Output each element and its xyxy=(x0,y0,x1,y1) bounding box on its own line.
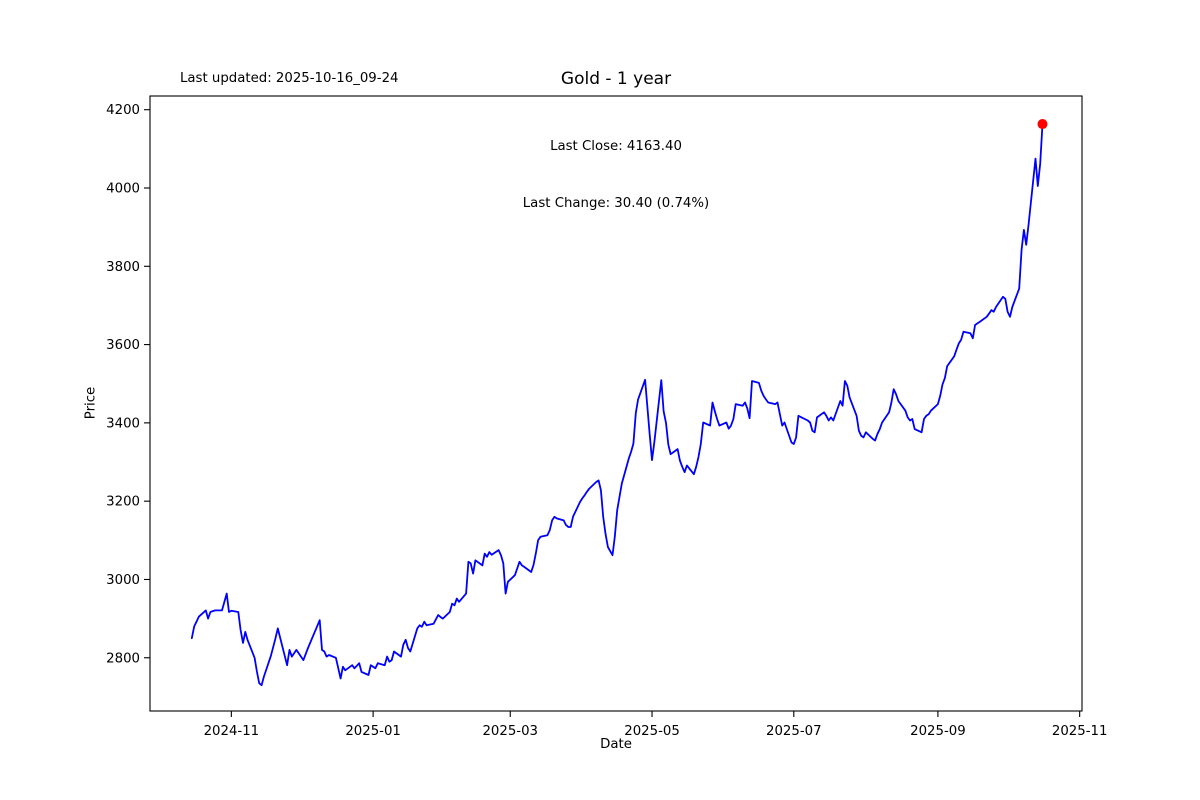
last-price-marker xyxy=(1037,119,1048,130)
y-tick-label: 3600 xyxy=(106,338,140,353)
x-tick-label: 2025-07 xyxy=(766,724,822,739)
last-change-annotation: Last Change: 30.40 (0.74%) xyxy=(522,196,710,211)
price-line xyxy=(190,123,1044,687)
last-close-annotation: Last Close: 4163.40 xyxy=(550,139,682,154)
plot-border xyxy=(149,95,1083,712)
y-tick-label: 3400 xyxy=(106,416,140,431)
y-tick-label: 4000 xyxy=(106,181,140,196)
last-updated-text: Last updated: 2025-10-16_09-24 xyxy=(180,71,399,86)
y-tick-label: 2800 xyxy=(106,651,140,666)
x-tick-label: 2025-11 xyxy=(1052,724,1108,739)
y-tick-label: 4200 xyxy=(106,103,140,118)
y-tick-label: 3000 xyxy=(106,573,140,588)
annotation-block: Last Close: 4163.40 Last Change: 30.40 (… xyxy=(150,99,1082,251)
x-tick-label: 2025-09 xyxy=(910,724,966,739)
x-tick-label: 2024-11 xyxy=(204,724,260,739)
x-tick-label: 2025-05 xyxy=(624,724,680,739)
y-axis-label: Price xyxy=(83,386,99,420)
x-tick-label: 2025-03 xyxy=(482,724,538,739)
chart-title: Gold - 1 year xyxy=(560,69,672,89)
x-axis-label: Date xyxy=(600,737,632,752)
y-tick-label: 3800 xyxy=(106,260,140,275)
x-tick-label: 2025-01 xyxy=(345,724,401,739)
y-tick-label: 3200 xyxy=(106,495,140,510)
